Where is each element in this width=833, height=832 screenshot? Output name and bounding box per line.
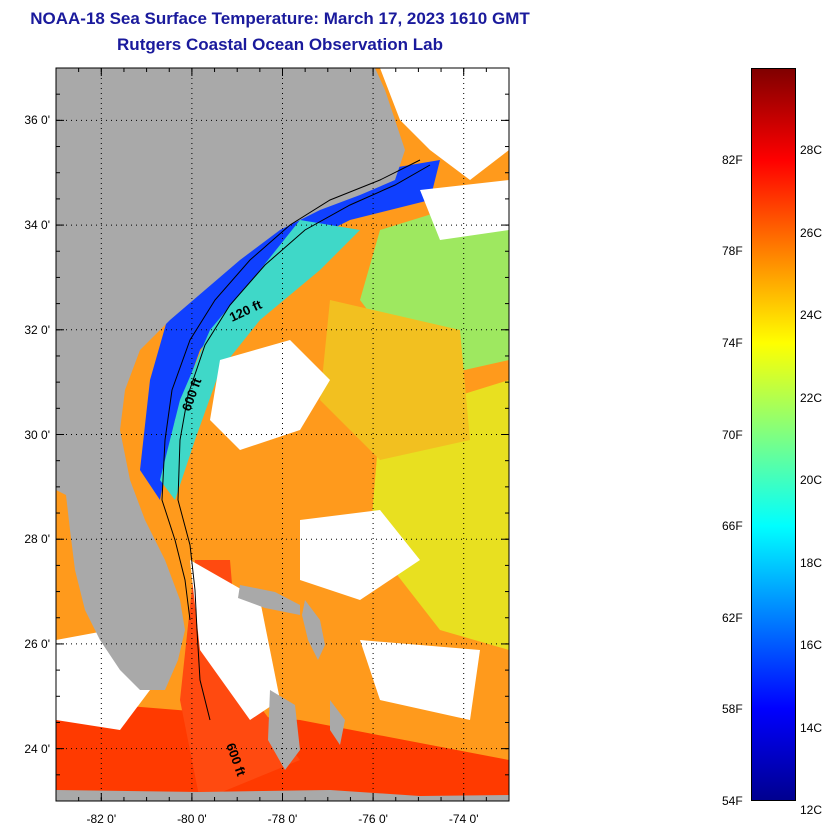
colorbar-c-label: 28C — [800, 143, 823, 158]
land-southeast-us — [56, 68, 405, 690]
lat-label: 24 0' — [24, 741, 50, 756]
lat-label: 30 0' — [24, 427, 50, 442]
map-subtitle: Rutgers Coastal Ocean Observation Lab — [117, 35, 443, 54]
colorbar-f-label: 54F — [722, 794, 743, 808]
colorbar-c-label: 16C — [800, 638, 823, 653]
colorbar-f-label: 74F — [722, 335, 743, 350]
cloud-south3 — [360, 640, 480, 720]
lon-label: -74 0' — [448, 812, 479, 826]
lon-label: -76 0' — [358, 812, 388, 826]
land-eleuthera — [330, 700, 345, 745]
ocean-cold-band — [140, 160, 440, 500]
graticule — [56, 68, 509, 801]
colorbar — [751, 68, 796, 801]
colorbar-c-label: 26C — [800, 225, 823, 240]
land-abaco — [302, 600, 325, 660]
lat-label: 36 0' — [24, 113, 50, 128]
colorbar-f-label: 58F — [722, 702, 743, 717]
cloud-center — [210, 340, 330, 450]
ocean-yellow-ne — [320, 300, 470, 460]
lat-label: 32 0' — [24, 322, 50, 337]
cloud-south2 — [300, 510, 420, 600]
colorbar-c-label: 22C — [800, 390, 823, 405]
colorbar-c-label: 24C — [800, 308, 823, 323]
colorbar-f-label: 66F — [722, 519, 743, 534]
lon-label: -80 0' — [177, 812, 207, 826]
colorbar-f-label: 82F — [722, 152, 743, 167]
axis-ticks — [55, 67, 510, 802]
lon-label: -78 0' — [267, 812, 298, 826]
cloud-north — [380, 68, 509, 180]
lat-label: 28 0' — [24, 532, 50, 547]
isobath-600ft — [177, 164, 431, 721]
land-grand-bahama — [238, 585, 300, 615]
map-title: NOAA-18 Sea Surface Temperature: March 1… — [30, 9, 530, 28]
colorbar-c-label: 12C — [800, 803, 823, 818]
isobath-120ft — [161, 159, 421, 621]
colorbar-f-label: 70F — [722, 427, 743, 442]
colorbar-c-label: 18C — [800, 555, 823, 570]
lon-label: -82 0' — [86, 812, 117, 826]
colorbar-f-label: 62F — [722, 610, 743, 625]
land-andros — [268, 690, 300, 770]
colorbar-c-label: 14C — [800, 720, 823, 735]
lat-label: 34 0' — [24, 218, 50, 233]
lat-label: 26 0' — [24, 636, 50, 651]
colorbar-f-label: 78F — [722, 244, 743, 259]
colorbar-c-label: 20C — [800, 473, 823, 488]
